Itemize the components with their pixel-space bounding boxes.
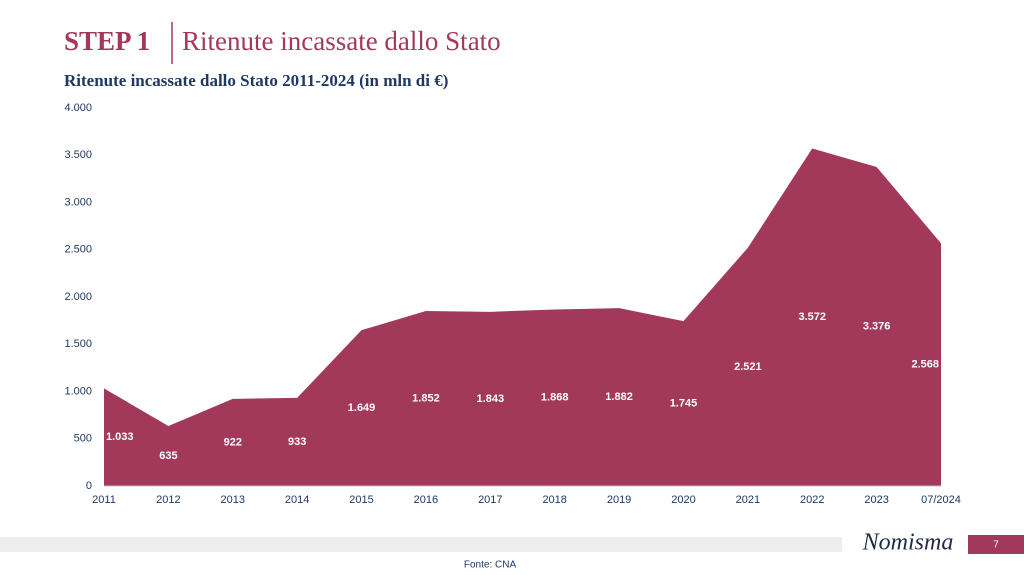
x-tick-label: 2019 <box>607 494 631 506</box>
x-tick-label: 2013 <box>221 494 245 506</box>
data-label: 1.649 <box>348 402 376 414</box>
data-label: 635 <box>159 450 177 462</box>
area <box>104 148 941 487</box>
data-label: 1.745 <box>670 397 698 409</box>
x-tick-label: 2015 <box>349 494 373 506</box>
data-label: 933 <box>288 436 306 448</box>
step-label: STEP 1 <box>64 26 150 56</box>
x-tick-label: 2016 <box>414 494 438 506</box>
x-tick-label: 2012 <box>156 494 180 506</box>
y-tick-label: 4.000 <box>64 102 92 114</box>
x-tick-label: 2022 <box>800 494 824 506</box>
x-tick-label: 2020 <box>671 494 695 506</box>
data-label: 1.868 <box>541 392 569 404</box>
x-tick-label: 07/2024 <box>921 494 961 506</box>
x-tick-label: 2023 <box>864 494 888 506</box>
y-tick-label: 3.000 <box>64 196 92 208</box>
data-label: 2.521 <box>734 361 762 373</box>
page-number: 7 <box>993 540 999 551</box>
x-tick-label: 2021 <box>736 494 760 506</box>
x-tick-label: 2017 <box>478 494 502 506</box>
footer-band <box>0 537 842 552</box>
data-label: 1.033 <box>106 431 134 443</box>
data-label: 922 <box>224 436 242 448</box>
page-box <box>968 535 1024 554</box>
y-tick-label: 0 <box>86 480 92 492</box>
logo: Nomisma <box>862 530 954 556</box>
slide-title: Ritenute incassate dallo Stato <box>182 26 501 56</box>
x-tick-label: 2011 <box>92 494 116 506</box>
data-label: 1.843 <box>477 393 505 405</box>
x-tick-label: 2018 <box>542 494 566 506</box>
data-label: 2.568 <box>911 359 939 371</box>
y-tick-label: 3.500 <box>64 149 92 161</box>
data-label: 1.852 <box>412 392 440 404</box>
data-label: 1.882 <box>605 391 633 403</box>
source: Fonte: CNA <box>464 560 517 571</box>
y-tick-label: 2.500 <box>64 244 92 256</box>
chart-title: Ritenute incassate dallo Stato 2011-2024… <box>64 71 448 90</box>
y-tick-label: 2.000 <box>64 291 92 303</box>
y-tick-label: 1.500 <box>64 338 92 350</box>
data-label: 3.572 <box>798 311 826 323</box>
data-label: 3.376 <box>863 320 891 332</box>
x-tick-label: 2014 <box>285 494 309 506</box>
y-tick-label: 500 <box>74 433 92 445</box>
y-tick-label: 1.000 <box>64 385 92 397</box>
